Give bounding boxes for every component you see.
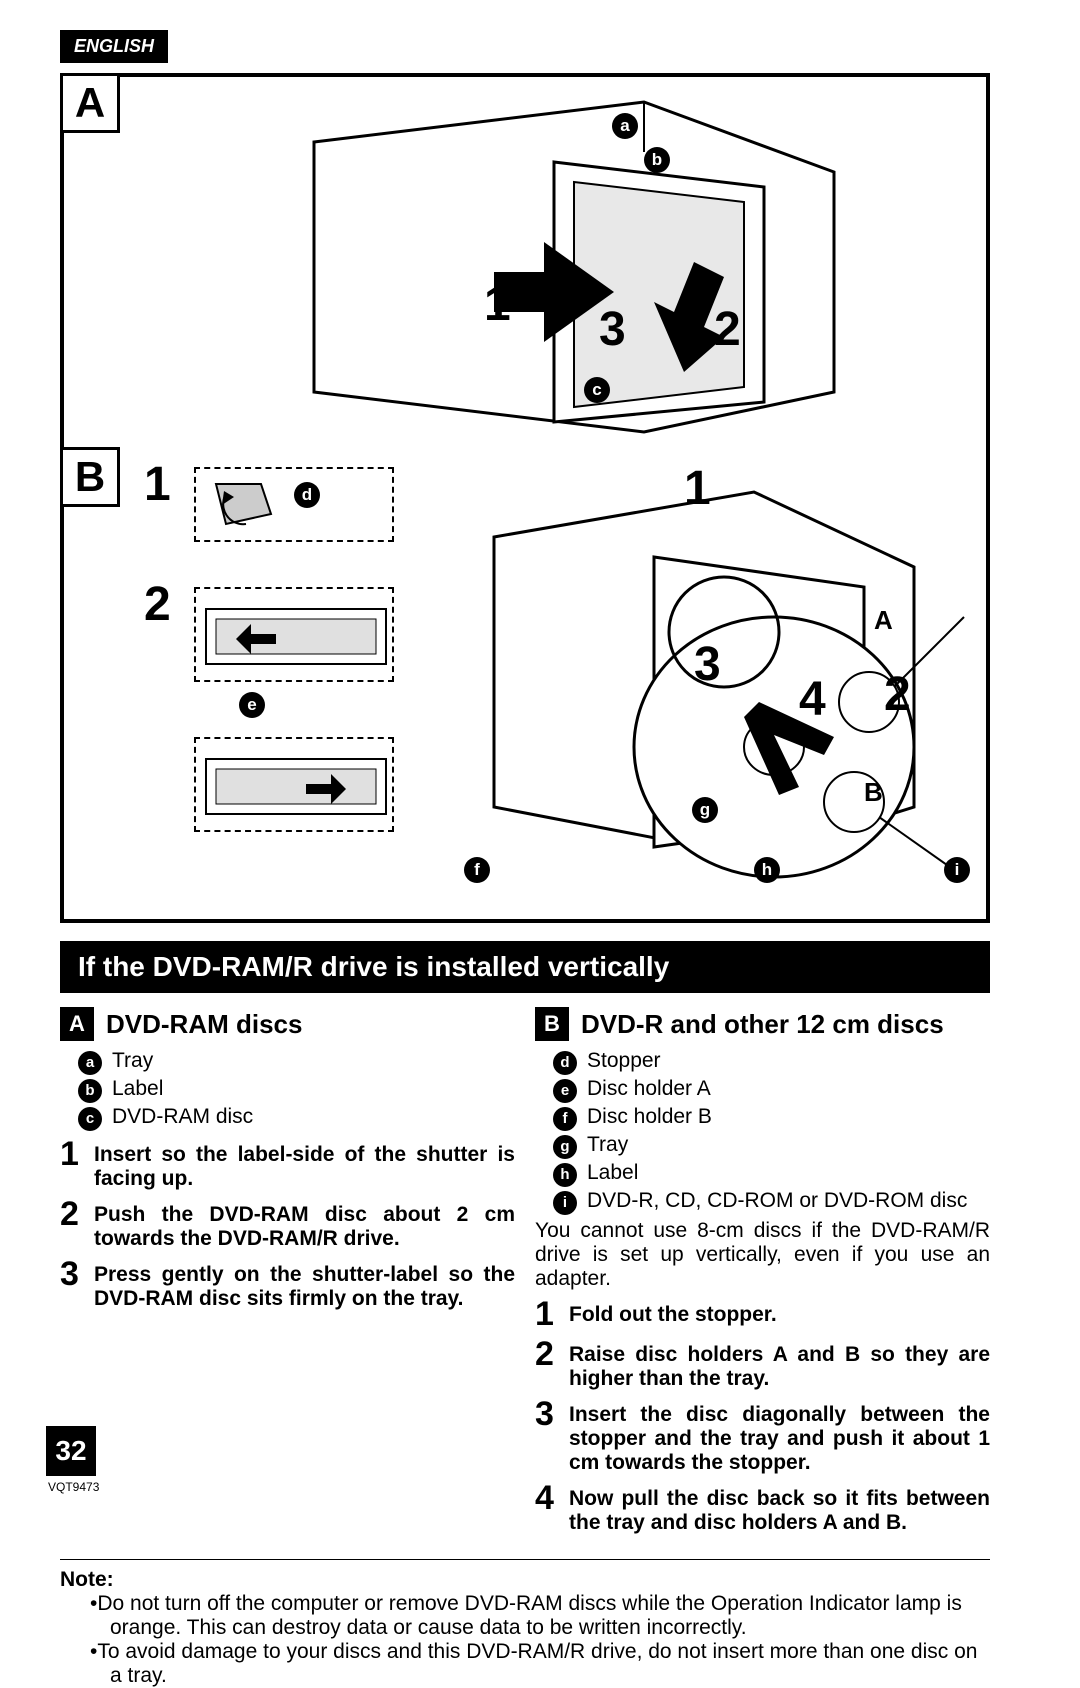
step-text: Now pull the disc back so it fits betwee…	[569, 1481, 990, 1535]
legend-row: i DVD-R, CD, CD-ROM or DVD-ROM disc	[553, 1189, 990, 1215]
legend-mark: h	[553, 1163, 577, 1187]
step-text: Raise disc holders A and B so they are h…	[569, 1337, 990, 1391]
panel-b-left-2: 2	[144, 577, 171, 632]
panel-a-letter: A	[60, 73, 120, 133]
step-text: Press gently on the shutter-label so the…	[94, 1257, 515, 1311]
col-b-badge: B	[535, 1007, 569, 1041]
step-text: Push the DVD-RAM disc about 2 cm towards…	[94, 1197, 515, 1251]
callout-g: g	[692, 797, 718, 823]
language-badge: ENGLISH	[60, 30, 168, 63]
step-num: 1	[60, 1137, 86, 1171]
step-row: 3Press gently on the shutter-label so th…	[60, 1257, 515, 1311]
callout-e: e	[239, 692, 265, 718]
col-b-body: You cannot use 8-cm discs if the DVD-RAM…	[535, 1219, 990, 1291]
legend-text: Disc holder B	[587, 1105, 712, 1129]
note-line: •To avoid damage to your discs and this …	[110, 1640, 990, 1688]
step-num: 3	[60, 1257, 86, 1291]
step-num: 3	[535, 1397, 561, 1431]
legend-row: c DVD-RAM disc	[78, 1105, 515, 1131]
legend-mark: a	[78, 1051, 102, 1075]
legend-mark: b	[78, 1079, 102, 1103]
panel-b-right-3: 3	[694, 637, 721, 692]
inner-letter-b: B	[864, 777, 883, 808]
panel-b-letter: B	[60, 447, 120, 507]
small-fig-3	[194, 737, 394, 832]
legend-mark: g	[553, 1135, 577, 1159]
panel-b-right-4: 4	[799, 672, 826, 727]
panel-b-drawing	[464, 477, 994, 917]
step-text: Fold out the stopper.	[569, 1297, 777, 1327]
page-number: 32	[46, 1426, 96, 1476]
callout-a: a	[612, 113, 638, 139]
legend-text: DVD-RAM disc	[112, 1105, 253, 1129]
legend-row: a Tray	[78, 1049, 515, 1075]
note-label: Note:	[60, 1568, 990, 1592]
step-text: Insert the disc diagonally between the s…	[569, 1397, 990, 1475]
callout-d: d	[294, 482, 320, 508]
step-row: 4Now pull the disc back so it fits betwe…	[535, 1481, 990, 1535]
legend-row: b Label	[78, 1077, 515, 1103]
callout-h: h	[754, 857, 780, 883]
section-title: If the DVD-RAM/R drive is installed vert…	[60, 941, 990, 993]
two-column-body: A DVD-RAM discs a Tray b Label c DVD-RAM di…	[60, 1007, 990, 1541]
callout-c: c	[584, 377, 610, 403]
legend-mark: e	[553, 1079, 577, 1103]
legend-row: f Disc holder B	[553, 1105, 990, 1131]
panel-b-right-2: 2	[884, 667, 911, 722]
legend-mark: c	[78, 1107, 102, 1131]
step-num: 2	[60, 1197, 86, 1231]
note-line: •Do not turn off the computer or remove …	[110, 1592, 990, 1640]
step-num: 4	[535, 1481, 561, 1515]
panel-a-drawing	[264, 92, 884, 452]
legend-text: Label	[587, 1161, 638, 1185]
legend-mark: i	[553, 1191, 577, 1215]
legend-row: g Tray	[553, 1133, 990, 1159]
step-row: 2Raise disc holders A and B so they are …	[535, 1337, 990, 1391]
callout-b: b	[644, 147, 670, 173]
legend-text: Stopper	[587, 1049, 661, 1073]
panel-a-num-3: 3	[599, 302, 626, 357]
panel-b-right-1: 1	[684, 461, 711, 516]
diagram-container: A 1 3 2 a b c B 1 d 2 e f	[60, 73, 990, 923]
step-num: 1	[535, 1297, 561, 1331]
column-a-heading: A DVD-RAM discs	[60, 1007, 515, 1041]
column-b: B DVD-R and other 12 cm discs d Stopper e…	[535, 1007, 990, 1541]
legend-mark: d	[553, 1051, 577, 1075]
small-fig-1	[194, 467, 394, 542]
panel-a-num-1: 1	[484, 277, 511, 332]
doc-code: VQT9473	[48, 1480, 99, 1494]
legend-mark: f	[553, 1107, 577, 1131]
legend-row: e Disc holder A	[553, 1077, 990, 1103]
column-b-heading: B DVD-R and other 12 cm discs	[535, 1007, 990, 1041]
legend-row: d Stopper	[553, 1049, 990, 1075]
col-a-badge: A	[60, 1007, 94, 1041]
inner-letter-a: A	[874, 605, 893, 636]
note-block: Note: •Do not turn off the computer or r…	[60, 1559, 990, 1688]
legend-text: Label	[112, 1077, 163, 1101]
col-a-title: DVD-RAM discs	[106, 1009, 302, 1040]
panel-b-left-1: 1	[144, 457, 171, 512]
step-text: Insert so the label-side of the shutter …	[94, 1137, 515, 1191]
col-b-title: DVD-R and other 12 cm discs	[581, 1009, 944, 1040]
panel-a-num-2: 2	[714, 302, 741, 357]
legend-text: Disc holder A	[587, 1077, 711, 1101]
legend-row: h Label	[553, 1161, 990, 1187]
legend-text: DVD-R, CD, CD-ROM or DVD-ROM disc	[587, 1189, 967, 1213]
step-row: 1Insert so the label-side of the shutter…	[60, 1137, 515, 1191]
legend-text: Tray	[112, 1049, 153, 1073]
small-fig-2	[194, 587, 394, 682]
legend-text: Tray	[587, 1133, 628, 1157]
callout-i: i	[944, 857, 970, 883]
step-num: 2	[535, 1337, 561, 1371]
step-row: 1 Fold out the stopper.	[535, 1297, 990, 1331]
column-a: A DVD-RAM discs a Tray b Label c DVD-RAM di…	[60, 1007, 515, 1541]
step-row: 2Push the DVD-RAM disc about 2 cm toward…	[60, 1197, 515, 1251]
step-row: 3Insert the disc diagonally between the …	[535, 1397, 990, 1475]
